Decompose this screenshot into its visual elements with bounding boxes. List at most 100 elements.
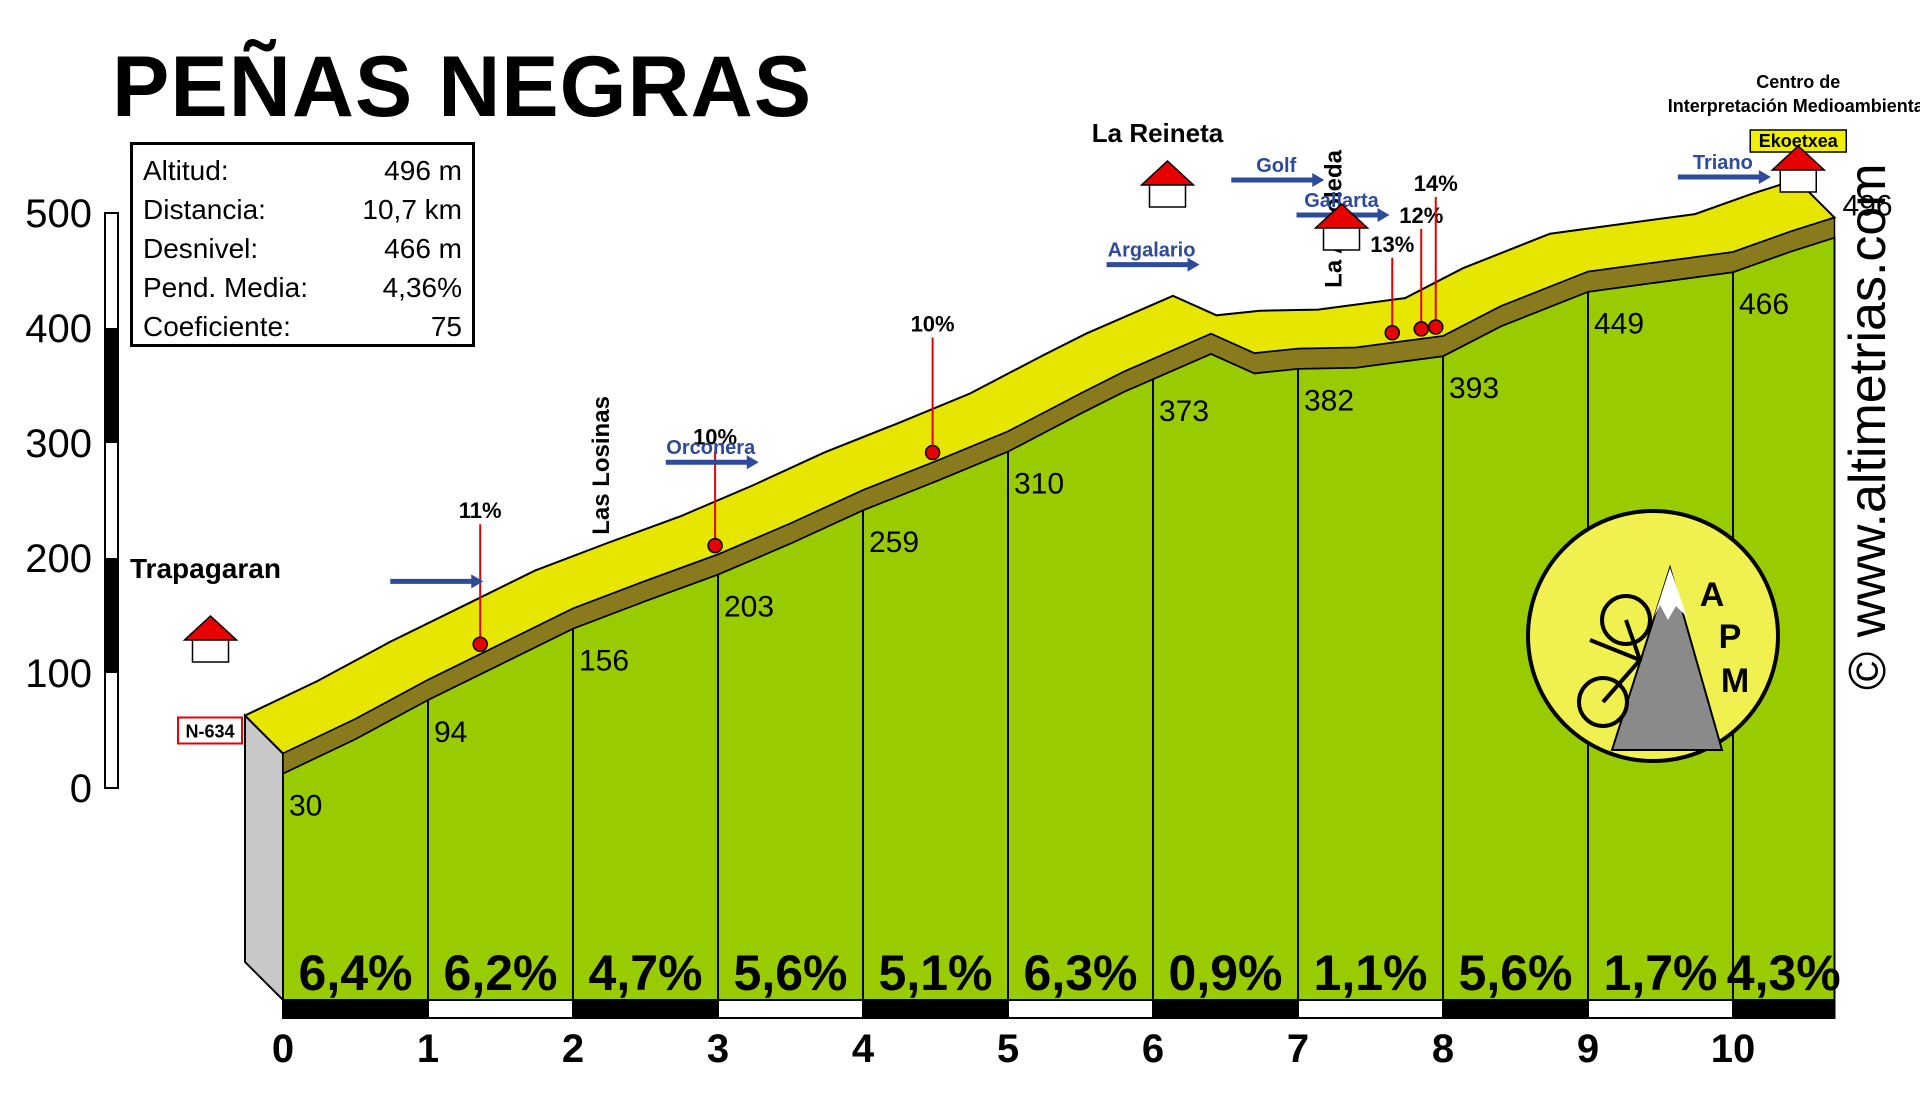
- gradient-marker-label: 10%: [693, 425, 737, 450]
- stats-box: Altitud: 496 m Distancia: 10,7 km Desnivel…: [130, 142, 475, 347]
- cyclist-icon: [1577, 594, 1652, 728]
- km-bar-segment: [282, 999, 429, 1019]
- x-tick-label: 5: [997, 1027, 1019, 1071]
- x-tick-label: 6: [1142, 1027, 1164, 1071]
- segment-gradient-label: 1,7%: [1604, 945, 1718, 1001]
- segment-gradient-label: 1,1%: [1314, 945, 1428, 1001]
- gradient-marker-label: 10%: [911, 312, 955, 337]
- direction-arrowhead: [1312, 173, 1325, 187]
- x-tick-label: 8: [1432, 1027, 1454, 1071]
- place-label: Interpretación Medioambiental: [1668, 96, 1920, 116]
- house-icon: [1139, 159, 1196, 186]
- stat-row: Altitud: 496 m: [143, 151, 462, 190]
- km-altitude-label: 382: [1304, 385, 1354, 418]
- x-tick-label: 10: [1711, 1027, 1756, 1071]
- x-tick-label: 1: [417, 1027, 439, 1071]
- stat-label: Coeficiente:: [143, 311, 291, 342]
- gradient-marker-dot: [472, 636, 488, 652]
- altitude-scale: 0 100 200 300 400 500: [25, 192, 119, 811]
- stat-value: 75: [430, 311, 462, 342]
- place-label: Ekoetxea: [1759, 131, 1839, 151]
- km-altitude-label: 373: [1159, 395, 1209, 428]
- stat-label: Desnivel:: [143, 233, 259, 264]
- stat-row: Coeficiente: 75: [143, 307, 462, 346]
- segment-gradient-label: 0,9%: [1169, 945, 1283, 1001]
- km-altitude-label: 203: [724, 591, 774, 624]
- gradient-marker-dot: [1413, 321, 1429, 337]
- segment-gradient-label: 5,1%: [879, 945, 993, 1001]
- summit-altitude-label: 496: [1843, 190, 1893, 223]
- direction-label: Gallarta: [1304, 190, 1379, 212]
- gradient-marker-dot: [1384, 325, 1400, 341]
- chart-title: PEÑAS NEGRAS: [112, 39, 813, 135]
- y-tick-label: 400: [25, 307, 92, 351]
- km-bar-segment: [717, 999, 864, 1019]
- logo-letter-p: P: [1719, 618, 1742, 656]
- y-tick-label: 200: [25, 537, 92, 581]
- stat-label: Altitud:: [143, 155, 229, 186]
- km-altitude-label: 156: [579, 645, 629, 678]
- house-icon-body: [1322, 227, 1361, 251]
- km-altitude-label: 466: [1739, 288, 1789, 321]
- road-edge: [282, 216, 1836, 775]
- km-altitude-label: 259: [869, 526, 919, 559]
- segment-gradient-label: 4,7%: [589, 945, 703, 1001]
- km-bar-segment: [1732, 999, 1836, 1019]
- km-altitude-label: 449: [1594, 308, 1644, 341]
- segment-gradient-label: 5,6%: [1459, 945, 1573, 1001]
- km-altitude-label: 30: [289, 790, 322, 823]
- x-tick-label: 2: [562, 1027, 584, 1071]
- direction-arrowhead: [746, 455, 759, 470]
- direction-arrowhead: [471, 574, 484, 589]
- km-bar-segment: [1442, 999, 1589, 1019]
- place-label-vertical: Las Losinas: [588, 396, 615, 535]
- stat-label: Pend. Media:: [143, 272, 308, 303]
- snow-cap-icon: [1654, 568, 1687, 620]
- gradient-marker-dot: [707, 537, 723, 554]
- place-label: Centro de: [1756, 72, 1840, 92]
- house-icon-body: [1148, 184, 1187, 208]
- stat-row: Distancia: 10,7 km: [143, 190, 462, 229]
- place-label: Trapagaran: [130, 553, 281, 584]
- watermark: © www.altimetrias.com: [1839, 163, 1897, 690]
- road-label-box: [177, 716, 243, 745]
- scale-bar-block: [105, 328, 118, 443]
- km-bar-segment: [1007, 999, 1154, 1019]
- km-bar-segment: [1297, 999, 1444, 1019]
- profile-side: [244, 713, 284, 1003]
- km-altitude-label: 310: [1014, 468, 1064, 501]
- km-bar-segment: [572, 999, 719, 1019]
- stat-value: 4,36%: [382, 272, 462, 303]
- gradient-marker-label: 14%: [1414, 171, 1458, 196]
- gradient-markers: 11%10%10%13%12%14%: [459, 171, 1458, 652]
- km-bar-segment: [862, 999, 1009, 1019]
- direction-label: Orconera: [666, 437, 756, 459]
- x-tick-label: 3: [707, 1027, 729, 1071]
- stat-value: 466 m: [384, 233, 462, 264]
- stat-row: Desnivel: 466 m: [143, 229, 462, 268]
- segment-gradient-label: 6,3%: [1024, 945, 1138, 1001]
- gradient-marker-dot: [1428, 319, 1444, 335]
- stat-value: 10,7 km: [362, 194, 462, 225]
- gradient-marker-dot: [924, 444, 941, 461]
- house-icon: [182, 614, 239, 641]
- apm-logo: A P M: [1526, 509, 1780, 763]
- stat-row: Pend. Media: 4,36%: [143, 268, 462, 307]
- direction-arrowhead: [1377, 208, 1390, 222]
- segment-gradient-label: 6,4%: [299, 945, 413, 1001]
- segment-gradient-label: 4,3%: [1727, 945, 1841, 1001]
- place-label: La Reineta: [1092, 118, 1224, 148]
- logo-letter-m: M: [1721, 662, 1749, 700]
- stat-value: 496 m: [384, 155, 462, 186]
- house-icon-body: [1779, 169, 1817, 193]
- km-bar-segment: [427, 999, 574, 1019]
- x-tick-label: 4: [852, 1027, 875, 1071]
- km-bar-segment: [1587, 999, 1734, 1019]
- km-bar-segment: [1152, 999, 1299, 1019]
- gradient-marker-label: 13%: [1370, 232, 1414, 257]
- road-label: N-634: [185, 722, 234, 742]
- gradient-marker-label: 11%: [459, 498, 502, 523]
- km-altitude-label: 393: [1449, 372, 1499, 405]
- logo-letter-a: A: [1700, 576, 1725, 614]
